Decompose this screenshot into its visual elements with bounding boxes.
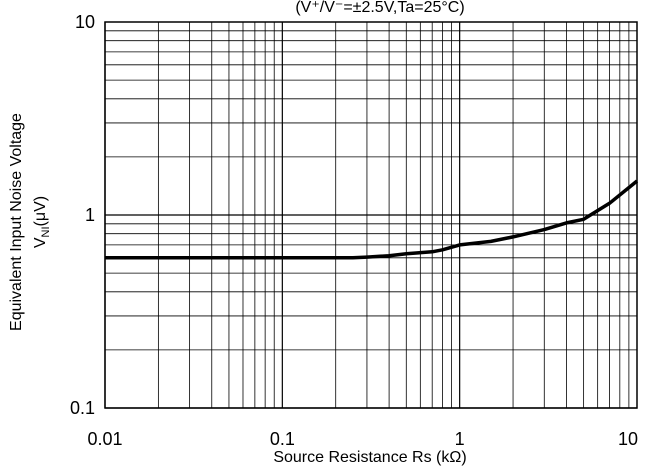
y-tick-label: 1 (85, 205, 95, 225)
y-tick-label: 10 (75, 12, 95, 32)
chart-subtitle: (V⁺/V⁻=±2.5V,Ta=25°C) (295, 0, 464, 16)
x-tick-label: 0.1 (270, 429, 295, 449)
x-axis-label: Source Resistance Rs (kΩ) (273, 449, 466, 466)
y-axis-unit: (μV) (32, 196, 49, 227)
x-tick-label: 0.01 (87, 429, 122, 449)
y-tick-labels: 0.1 1 10 (70, 12, 95, 418)
y-axis-label-line1: Equivalent Input Noise Voltage (8, 113, 25, 331)
y-axis-symbol: V (32, 237, 49, 248)
y-tick-label: 0.1 (70, 398, 95, 418)
noise-curve (105, 179, 639, 260)
y-axis-label: Equivalent Input Noise Voltage VNI(μV) (8, 113, 52, 331)
x-tick-labels: 0.01 0.1 1 10 (87, 429, 638, 449)
plot-frame (104, 21, 638, 409)
x-tick-label: 1 (455, 429, 465, 449)
x-tick-label: 10 (618, 429, 638, 449)
y-axis-subscript: NI (40, 226, 52, 237)
y-axis-label-line2: VNI(μV) (32, 196, 52, 248)
grid (104, 22, 637, 409)
